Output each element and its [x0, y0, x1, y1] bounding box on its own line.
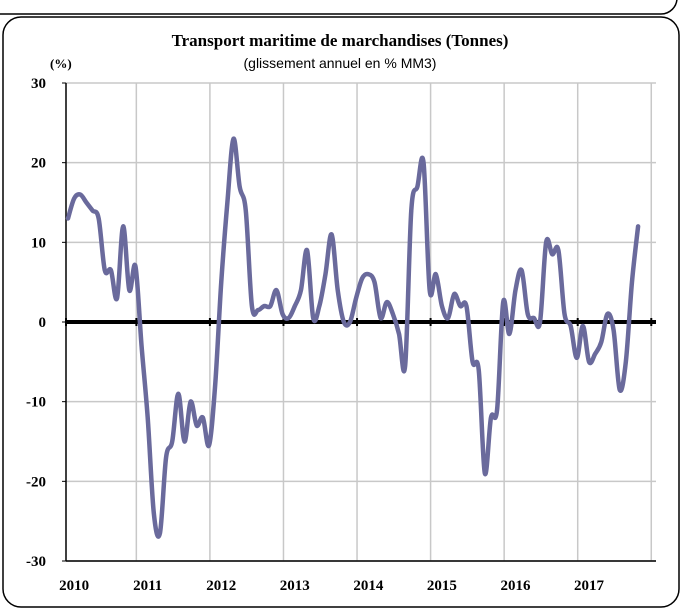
x-tick-label: 2011: [133, 578, 162, 594]
chart-subtitle: (glissement annuel en % MM3): [244, 55, 437, 71]
y-tick-label: -30: [26, 554, 46, 570]
previous-panel: [0, 0, 678, 15]
y-tick-label: 30: [31, 76, 46, 92]
y-tick-label: -20: [26, 474, 46, 490]
y-tick-label: 10: [31, 235, 46, 251]
x-tick-label: 2017: [574, 578, 605, 594]
y-axis-label: (%): [50, 56, 72, 71]
x-tick-label: 2016: [500, 578, 531, 594]
data-line: [65, 136, 641, 539]
x-tick-label: 2010: [59, 578, 89, 594]
y-tick-label: 0: [39, 315, 47, 331]
y-tick-label: 20: [31, 156, 46, 172]
x-tick-label: 2014: [353, 578, 384, 594]
x-tick-label: 2013: [280, 578, 310, 594]
chart-title: Transport maritime de marchandises (Tonn…: [172, 31, 509, 50]
y-tick-label: -10: [26, 395, 46, 411]
x-tick-label: 2015: [427, 578, 457, 594]
x-tick-label: 2012: [206, 578, 236, 594]
